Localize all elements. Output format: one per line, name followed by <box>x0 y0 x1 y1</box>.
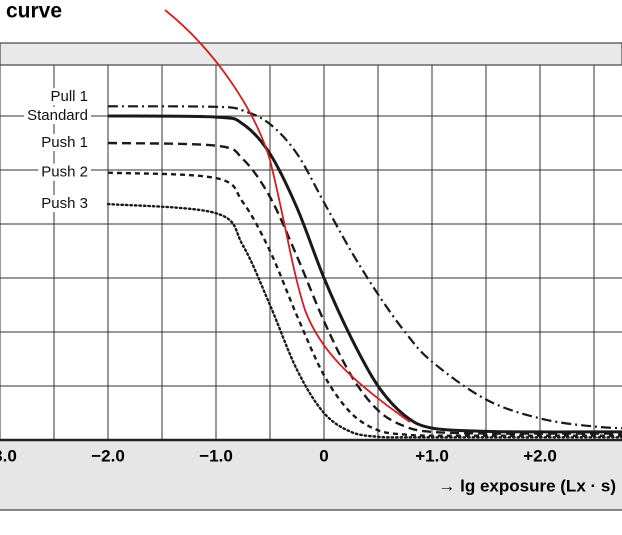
x-axis-label: → lg exposure (Lx · s) <box>438 476 616 495</box>
curve <box>107 114 622 434</box>
x-tick-label: −3.0 <box>0 446 17 465</box>
x-tick-label: −1.0 <box>199 446 233 465</box>
legend-background <box>24 106 91 124</box>
legend-label: Push 3 <box>41 195 88 212</box>
x-tick-label: +1.0 <box>415 446 449 465</box>
legend-background <box>38 133 91 151</box>
x-tick-label: 0 <box>319 446 328 465</box>
legend-background <box>38 163 91 181</box>
curve <box>107 105 622 430</box>
curve <box>106 202 622 439</box>
chart-title: curve <box>6 0 62 23</box>
legend-background <box>38 194 91 212</box>
x-tick-label: −2.0 <box>91 446 125 465</box>
header-band <box>0 42 622 66</box>
red-annotation <box>164 9 411 423</box>
legend-label: Standard <box>27 107 88 124</box>
legend-label: Pull 1 <box>50 88 88 105</box>
curve <box>107 171 622 437</box>
axis-band <box>0 440 622 510</box>
legend-label: Push 1 <box>41 134 88 151</box>
legend-background <box>47 88 91 106</box>
legend-label: Push 2 <box>41 164 88 181</box>
x-tick-label: +2.0 <box>523 446 557 465</box>
